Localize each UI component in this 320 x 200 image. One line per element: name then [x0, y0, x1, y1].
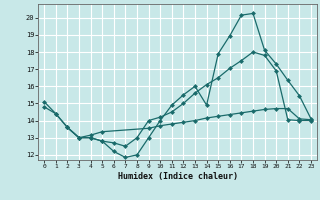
X-axis label: Humidex (Indice chaleur): Humidex (Indice chaleur): [118, 172, 238, 181]
